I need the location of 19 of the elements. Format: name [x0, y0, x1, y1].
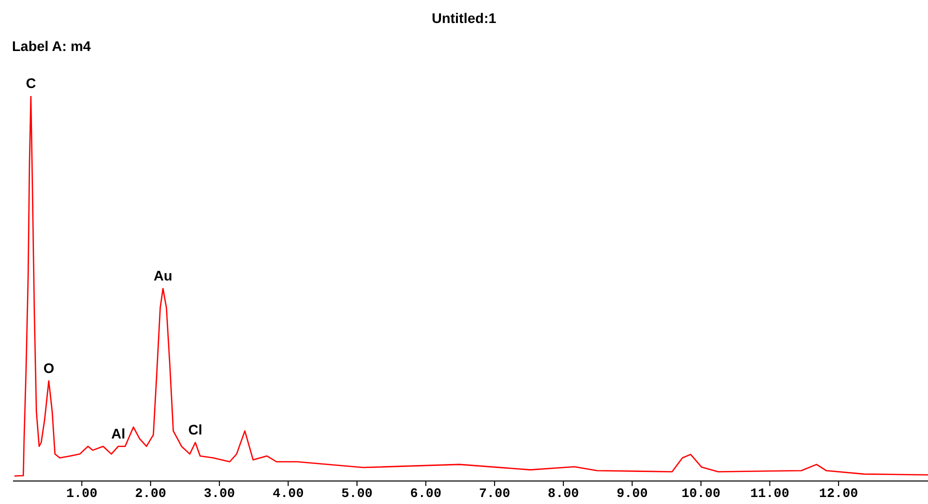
x-tick-label: 7.00: [478, 486, 510, 502]
x-tick-label: 12.00: [819, 486, 858, 502]
annotation: Al: [111, 425, 126, 442]
annotation: C: [26, 75, 36, 91]
x-tick-label: 1.00: [66, 486, 98, 502]
annotation: Cl: [188, 422, 202, 438]
chart-title: Untitled:1: [430, 10, 498, 26]
chart-subtitle: Label A: m4: [12, 38, 91, 54]
x-tick-label: 5.00: [341, 486, 373, 502]
x-tick-label: 10.00: [681, 486, 721, 502]
annotation: O: [43, 360, 54, 376]
x-tick-label: 9.00: [616, 486, 648, 502]
x-tick-label: 2.00: [134, 486, 166, 502]
x-tick-label: 4.00: [272, 486, 304, 502]
x-tick-label: 11.00: [750, 486, 790, 502]
x-tick-label: 6.00: [410, 486, 442, 502]
annotation: Au: [154, 268, 172, 284]
x-tick-label: 3.00: [204, 486, 236, 502]
x-tick-label: 8.00: [548, 486, 580, 502]
